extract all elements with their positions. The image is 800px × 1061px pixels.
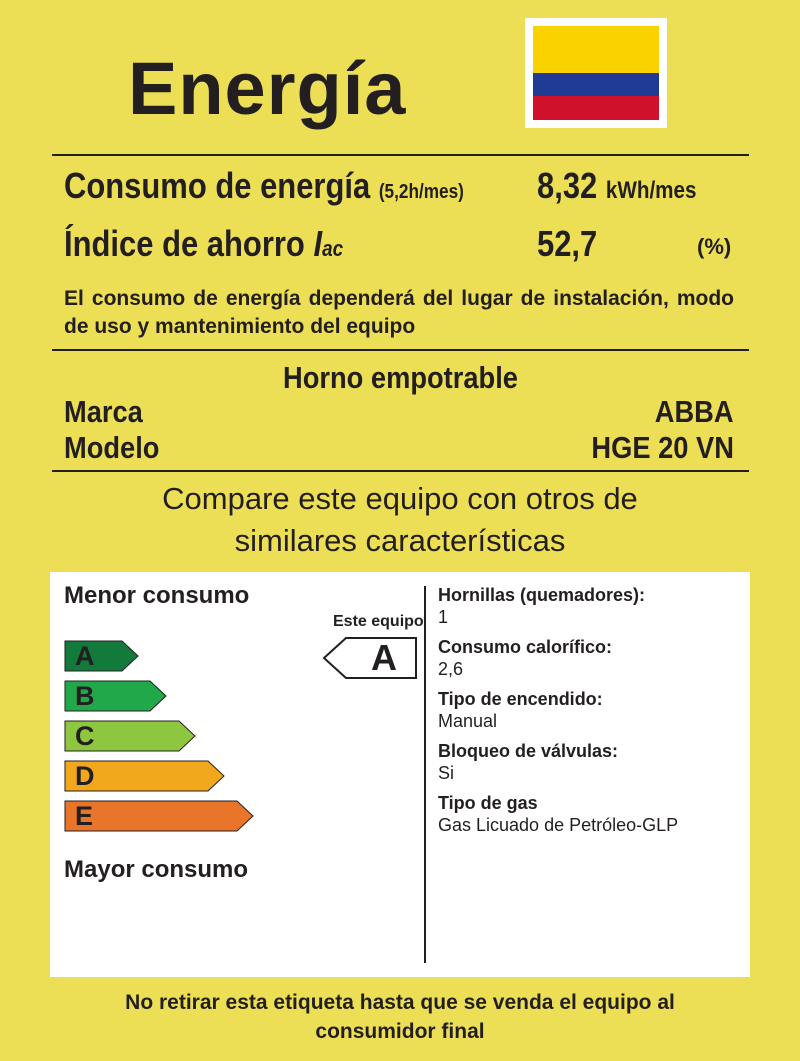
savings-subscript: ac [322, 236, 344, 261]
savings-label-group: Índice de ahorro Iac [64, 226, 343, 262]
efficiency-bar-e: E [64, 800, 255, 832]
efficiency-bar-c: C [64, 720, 197, 752]
spec-value: Manual [438, 711, 498, 731]
spec-value: 2,6 [438, 659, 464, 679]
product-type: Horno empotrable [0, 360, 800, 396]
footer-line-1: No retirar esta etiqueta hasta que se ve… [125, 991, 675, 1014]
this-equipment-class: A [371, 637, 397, 678]
brand-label: Marca [64, 394, 143, 429]
spec-item: Tipo de gas Gas Licuado de Petróleo-GLP [438, 792, 738, 836]
savings-symbol: I [313, 223, 323, 264]
efficiency-bar-shape [64, 800, 254, 832]
efficiency-bar-shape [64, 640, 139, 672]
consumption-value-group: 8,32 kWh/mes [537, 168, 697, 204]
brand-row: Marca ABBA [64, 396, 734, 427]
divider-bottom [52, 470, 749, 472]
spec-value: Si [438, 763, 455, 783]
consumption-unit: kWh/mes [605, 177, 697, 204]
efficiency-bar-b: B [64, 680, 168, 712]
this-equipment-arrow: A [322, 636, 418, 680]
higher-consumption-label: Mayor consumo [64, 856, 249, 883]
spec-label: Consumo calorífico: [438, 637, 613, 657]
label-title: Energía [128, 47, 407, 130]
this-equipment-label: Este equipo [333, 613, 424, 630]
consumption-value: 8,32 [537, 165, 598, 206]
spec-item: Bloqueo de válvulas: Si [438, 740, 738, 784]
savings-label: Índice de ahorro [64, 223, 305, 264]
footer-line-2: consumidor final [315, 1020, 485, 1043]
efficiency-bar-shape [64, 680, 167, 712]
efficiency-bar-d: D [64, 760, 226, 792]
spec-item: Hornillas (quemadores): 1 [438, 584, 738, 628]
spec-value: Gas Licuado de Petróleo-GLP [438, 815, 679, 835]
model-label: Modelo [64, 430, 160, 465]
panel-divider [424, 586, 426, 963]
efficiency-bar-shape [64, 760, 225, 792]
divider-top [52, 154, 749, 156]
efficiency-bar-letter: C [75, 721, 95, 751]
spec-label: Hornillas (quemadores): [438, 585, 646, 605]
model-row: Modelo HGE 20 VN [64, 432, 734, 463]
consumption-note: (5,2h/mes) [378, 181, 464, 203]
spec-item: Consumo calorífico: 2,6 [438, 636, 738, 680]
spec-label: Tipo de encendido: [438, 689, 603, 709]
compare-line-2: similares características [234, 523, 566, 558]
consumption-label-group: Consumo de energía (5,2h/mes) [64, 168, 464, 204]
product-type-text: Horno empotrable [282, 360, 518, 395]
colombia-flag-icon [525, 18, 667, 128]
brand-value: ABBA [655, 394, 734, 429]
lower-consumption-label: Menor consumo [64, 582, 250, 609]
savings-unit: (%) [697, 234, 732, 259]
efficiency-bar-letter: D [75, 761, 95, 791]
consumption-disclaimer: El consumo de energía dependerá del luga… [64, 287, 734, 338]
spec-label: Bloqueo de válvulas: [438, 741, 619, 761]
efficiency-bar-a: A [64, 640, 140, 672]
flag-yellow-stripe [533, 26, 659, 73]
compare-line-1: Compare este equipo con otros de [162, 481, 638, 516]
footer-warning: No retirar esta etiqueta hasta que se ve… [0, 988, 800, 1046]
divider-middle [52, 349, 749, 351]
efficiency-bar-letter: A [75, 641, 95, 671]
efficiency-bar-shape [64, 720, 196, 752]
arrow-pointer-icon [322, 637, 417, 679]
efficiency-bar-letter: B [75, 681, 95, 711]
compare-message: Compare este equipo con otros de similar… [0, 478, 800, 562]
spec-value: 1 [438, 607, 449, 627]
savings-value: 52,7 [537, 223, 598, 264]
spec-item: Tipo de encendido: Manual [438, 688, 738, 732]
efficiency-bar-letter: E [75, 801, 94, 831]
spec-label: Tipo de gas [438, 793, 538, 813]
model-value: HGE 20 VN [591, 430, 734, 465]
flag-red-stripe [533, 96, 659, 120]
consumption-label: Consumo de energía [64, 165, 371, 206]
flag-blue-stripe [533, 73, 659, 96]
